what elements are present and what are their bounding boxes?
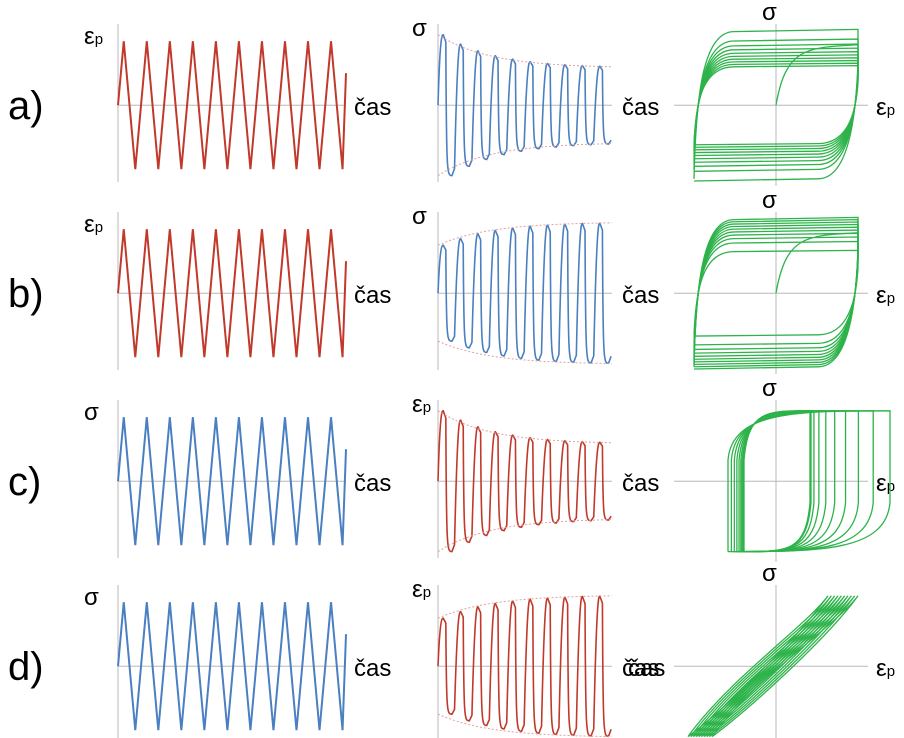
response-plot: εp čas [412, 576, 659, 738]
time-label: čas [622, 94, 659, 121]
time-label: čas [354, 282, 391, 309]
time-label: čas [354, 655, 391, 682]
input-symbol: εp [84, 23, 103, 50]
input-symbol: σ [84, 584, 99, 611]
input-symbol: σ [84, 399, 99, 426]
response-waveform [437, 33, 612, 177]
input-symbol: εp [84, 211, 103, 238]
hysteresis-loop [711, 595, 859, 738]
loop-y-symbol: σ [762, 187, 777, 214]
row-c: c) σ čas εp čas σ εp [8, 375, 895, 562]
hysteresis-plot: σ εp čas [628, 560, 895, 738]
time-label: čas [354, 470, 391, 497]
envelope-upper [437, 595, 613, 619]
time-label: čas [354, 94, 391, 121]
hysteresis-plot: σ εp [674, 375, 895, 562]
hysteresis-loop [698, 595, 842, 738]
input-plot: εp čas [84, 23, 391, 182]
response-symbol: σ [412, 203, 427, 230]
response-waveform [437, 222, 612, 365]
loop-y-symbol: σ [762, 0, 777, 26]
response-waveform [437, 595, 612, 738]
loop-x-symbol: εp [876, 282, 895, 309]
envelope-lower [437, 143, 613, 177]
hysteresis-loop [695, 595, 839, 738]
input-plot: εp čas [84, 211, 391, 370]
loop-y-symbol: σ [762, 560, 777, 587]
initial-loading-curve [775, 44, 859, 106]
time-label: čas [622, 282, 659, 309]
envelope-lower [437, 713, 613, 738]
response-plot: εp čas [412, 391, 659, 558]
envelope-lower [437, 340, 613, 365]
response-symbol: εp [412, 391, 431, 418]
input-waveform [117, 229, 347, 358]
row-label: c) [8, 460, 41, 504]
response-waveform [437, 409, 612, 553]
row-label: a) [8, 84, 44, 128]
input-plot: σ čas [84, 399, 391, 558]
input-waveform [117, 41, 347, 170]
hysteresis-loop [693, 216, 859, 370]
envelope-upper [437, 222, 613, 246]
response-symbol: σ [412, 15, 427, 42]
input-waveform [117, 602, 347, 731]
response-symbol: εp [412, 576, 431, 603]
time-label: čas [622, 470, 659, 497]
row-a: a) εp čas σ čas σ εp [8, 0, 895, 186]
initial-loading-curve [775, 232, 859, 294]
time-label: čas [628, 655, 665, 682]
hysteresis-plot: σ εp [674, 187, 895, 374]
row-d: d) σ čas εp čas σ εp čas [8, 560, 895, 738]
hysteresis-loop [727, 410, 891, 553]
input-waveform [117, 417, 347, 546]
envelope-upper [437, 410, 613, 444]
hysteresis-plot: σ εp [674, 0, 895, 186]
loop-x-symbol: εp [876, 655, 895, 682]
time-label: čas [622, 655, 659, 682]
hysteresis-loop [693, 64, 859, 146]
response-plot: σ čas [412, 15, 659, 182]
loop-x-symbol: εp [876, 470, 895, 497]
envelope-lower [437, 519, 613, 553]
input-plot: σ čas [84, 584, 391, 738]
row-b: b) εp čas σ čas σ εp [8, 187, 895, 374]
hysteresis-loop [703, 595, 849, 738]
response-plot: σ čas [412, 203, 659, 370]
hysteresis-loop [706, 595, 852, 738]
row-label: b) [8, 272, 44, 316]
loop-x-symbol: εp [876, 94, 895, 121]
hysteresis-loop [743, 410, 811, 553]
envelope-upper [437, 34, 613, 68]
row-label: d) [8, 645, 44, 689]
loop-y-symbol: σ [762, 375, 777, 402]
